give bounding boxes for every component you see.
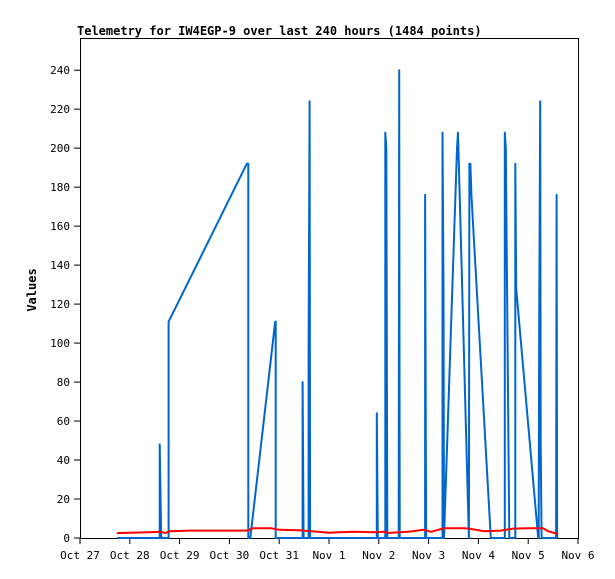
x-tick-label: Nov 3 (412, 549, 445, 562)
y-tick-label: 240 (50, 64, 70, 77)
x-tick-label: Oct 28 (110, 549, 150, 562)
x-tick-label: Nov 1 (312, 549, 345, 562)
y-tick-label: 100 (50, 337, 70, 350)
chart-title: Telemetry for IW4EGP-9 over last 240 hou… (77, 24, 482, 38)
x-tick-label: Oct 29 (160, 549, 200, 562)
y-tick-label: 180 (50, 181, 70, 194)
x-tick-label: Oct 31 (259, 549, 299, 562)
x-tick-label: Nov 5 (512, 549, 545, 562)
y-tick-label: 0 (63, 532, 70, 545)
y-tick-label: 80 (57, 376, 70, 389)
y-tick-label: 40 (57, 454, 70, 467)
series-line-2 (116, 527, 559, 536)
y-tick-label: 20 (57, 493, 70, 506)
x-tick-label: Nov 2 (362, 549, 395, 562)
y-tick-label: 60 (57, 415, 70, 428)
x-tick-label: Nov 4 (462, 549, 495, 562)
x-tick-label: Oct 27 (60, 549, 100, 562)
y-tick-label: 140 (50, 259, 70, 272)
y-axis-label: Values (25, 268, 39, 311)
y-tick-label: 220 (50, 103, 70, 116)
series-layer (116, 69, 559, 539)
x-tick-label: Oct 30 (210, 549, 250, 562)
y-axis: 0 20 40 60 80 100 120 140 160 180 200 220 240 (50, 64, 80, 545)
series-line-1 (116, 69, 559, 539)
x-tick-label: Nov 6 (561, 549, 594, 562)
y-tick-label: 120 (50, 298, 70, 311)
y-tick-label: 200 (50, 142, 70, 155)
x-axis: Oct 27 Oct 28 Oct 29 Oct 30 Oct 31 Nov 1 Nov 2… (60, 538, 595, 562)
y-tick-label: 160 (50, 220, 70, 233)
